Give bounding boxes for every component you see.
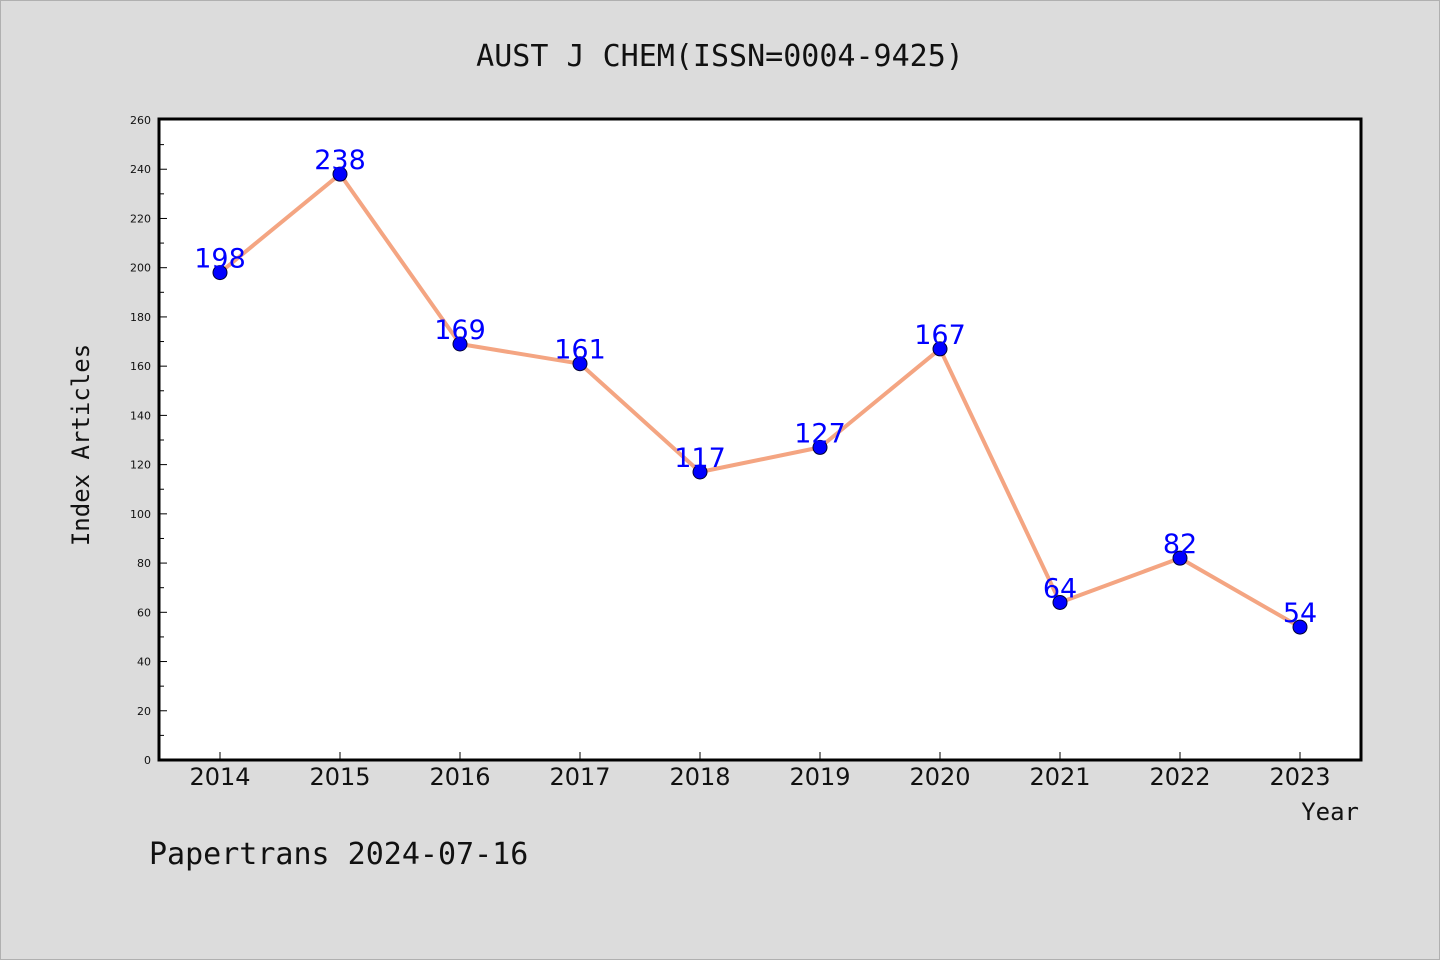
data-point xyxy=(572,356,588,372)
x-tick-label: 2014 xyxy=(189,763,250,791)
x-tick-label: 2020 xyxy=(909,763,970,791)
x-tick-label: 2015 xyxy=(309,763,370,791)
y-tick-label: 80 xyxy=(137,557,151,570)
y-tick-label: 0 xyxy=(144,754,151,767)
y-tick-label: 220 xyxy=(130,212,151,225)
x-axis-label: Year xyxy=(1301,798,1359,826)
x-tick-label: 2022 xyxy=(1149,763,1210,791)
y-tick-label: 180 xyxy=(130,311,151,324)
data-label: 82 xyxy=(1163,529,1197,560)
data-label: 167 xyxy=(914,320,966,351)
x-tick-label: 2018 xyxy=(669,763,730,791)
data-point xyxy=(1052,594,1068,610)
data-label: 64 xyxy=(1043,573,1077,604)
data-point xyxy=(1292,619,1308,635)
y-tick-label: 240 xyxy=(130,163,151,176)
y-tick-label: 60 xyxy=(137,606,151,619)
y-tick-label: 200 xyxy=(130,262,151,275)
footer-credit: Papertrans 2024-07-16 xyxy=(149,837,528,872)
data-point xyxy=(332,166,348,182)
y-tick-label: 260 xyxy=(130,114,151,127)
data-point xyxy=(452,336,468,352)
data-point xyxy=(812,439,828,455)
data-label: 54 xyxy=(1283,598,1317,629)
y-tick-label: 160 xyxy=(130,360,151,373)
y-tick-label: 20 xyxy=(137,705,151,718)
data-point xyxy=(1172,550,1188,566)
x-tick-label: 2023 xyxy=(1269,763,1330,791)
data-labels-group: 198 238 169 161 117 127 167 64 82 54 xyxy=(194,145,1317,629)
data-label: 169 xyxy=(434,315,486,346)
y-axis-label: Index Articles xyxy=(67,344,95,546)
data-point xyxy=(212,265,228,281)
y-tick-label: 120 xyxy=(130,459,151,472)
data-label: 238 xyxy=(314,145,366,176)
data-point xyxy=(932,341,948,357)
y-tick-label: 140 xyxy=(130,409,151,422)
data-point xyxy=(692,464,708,480)
data-label: 161 xyxy=(554,335,606,366)
y-axis: 0 20 40 60 80 100 120 140 160 180 200 220 240 260 xyxy=(130,114,167,767)
data-label: 198 xyxy=(194,244,246,275)
chart-title: AUST J CHEM(ISSN=0004-9425) xyxy=(476,39,964,74)
y-tick-label: 100 xyxy=(130,508,151,521)
x-tick-label: 2016 xyxy=(429,763,490,791)
data-label: 117 xyxy=(674,443,726,474)
data-label: 127 xyxy=(794,418,846,449)
x-tick-label: 2017 xyxy=(549,763,610,791)
y-tick-label: 40 xyxy=(137,656,151,669)
plot-area xyxy=(157,117,1363,762)
x-tick-label: 2021 xyxy=(1029,763,1090,791)
series-line-group xyxy=(218,172,1302,630)
series-points-group xyxy=(212,166,1308,635)
series-line xyxy=(218,172,1302,630)
x-tick-label: 2019 xyxy=(789,763,850,791)
x-axis: 2014 2015 2016 2017 2018 2019 2020 2021 2022 2023 xyxy=(189,752,1331,791)
